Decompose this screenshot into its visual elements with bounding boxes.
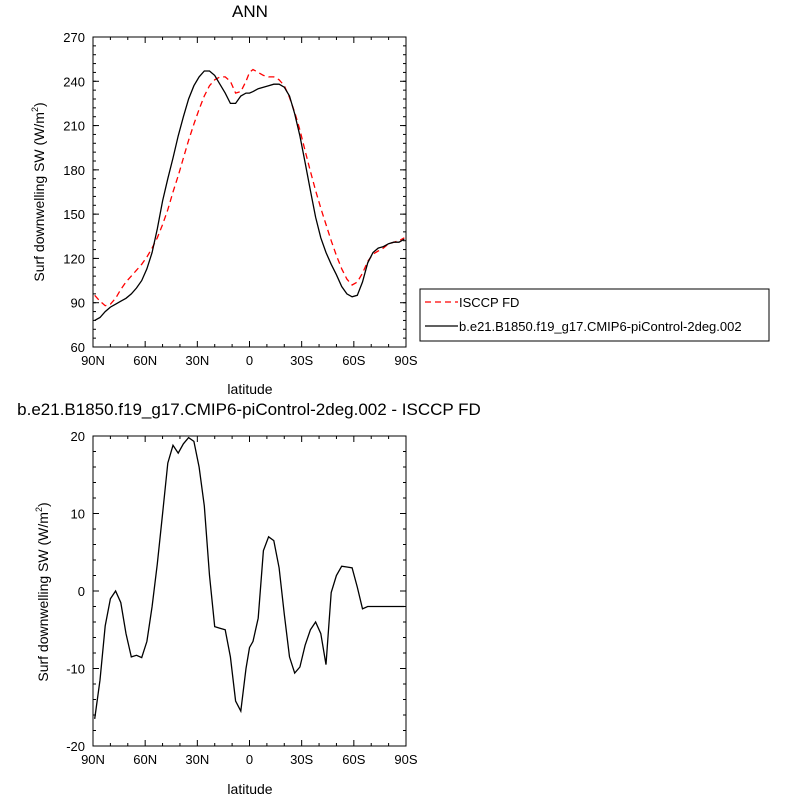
bottom-ytick-label: 20 (71, 429, 85, 444)
top-ytick-label: 210 (63, 119, 85, 134)
bottom-ytick-label: 0 (78, 584, 85, 599)
plot-frame-bottom (92, 435, 407, 747)
legend-label-isccp: ISCCP FD (459, 295, 519, 310)
y-axis-label-top-tail: ) (31, 102, 47, 107)
y-axis-label-top: Surf downwelling SW (W/m2) (30, 102, 47, 281)
y-axis-label-top-main: Surf downwelling SW (W/m (31, 112, 47, 282)
bottom-ytick-label: -10 (66, 662, 85, 677)
legend-label-model: b.e21.B1850.f19_g17.CMIP6-piControl-2deg… (459, 319, 742, 334)
bottom-xtick-label: 60N (133, 752, 157, 767)
y-axis-label-top-sup: 2 (30, 107, 40, 112)
top-xtick-label: 0 (246, 353, 253, 368)
y-axis-label-bottom-sup: 2 (34, 507, 44, 512)
top-ytick-label: 150 (63, 207, 85, 222)
chart-title-top: ANN (232, 2, 268, 21)
top-xtick-label: 60N (133, 353, 157, 368)
top-xtick-label: 30S (290, 353, 313, 368)
bottom-xtick-label: 60S (342, 752, 365, 767)
legend: ISCCP FD b.e21.B1850.f19_g17.CMIP6-piCon… (419, 288, 770, 342)
bottom-xtick-label: 30N (185, 752, 209, 767)
top-xtick-label: 60S (342, 353, 365, 368)
top-ytick-label: 60 (71, 340, 85, 355)
bottom-ytick-label: -20 (66, 739, 85, 754)
top-xtick-label: 30N (185, 353, 209, 368)
plot-frame-top (92, 36, 407, 348)
top-xtick-label: 90S (394, 353, 417, 368)
bottom-xtick-label: 0 (246, 752, 253, 767)
bottom-xtick-label: 30S (290, 752, 313, 767)
top-series-line-0 (94, 68, 405, 307)
y-axis-label-bottom-main: Surf downwelling SW (W/m (35, 512, 51, 682)
chart-title-bottom: b.e21.B1850.f19_g17.CMIP6-piControl-2deg… (17, 400, 481, 419)
panel-bottom-chart: b.e21.B1850.f19_g17.CMIP6-piControl-2deg… (17, 400, 481, 797)
y-axis-label-bottom: Surf downwelling SW (W/m2) (34, 502, 51, 681)
x-axis-label-top: latitude (227, 381, 272, 397)
bottom-xtick-label: 90N (81, 752, 105, 767)
bottom-series-line-0 (94, 436, 405, 719)
top-ytick-label: 90 (71, 296, 85, 311)
bottom-ytick-label: 10 (71, 507, 85, 522)
top-ytick-label: 240 (63, 74, 85, 89)
bottom-xtick-label: 90S (394, 752, 417, 767)
top-ytick-label: 120 (63, 251, 85, 266)
top-series-line-1 (94, 70, 405, 321)
legend-box (419, 288, 770, 342)
top-xtick-label: 90N (81, 353, 105, 368)
x-axis-label-bottom: latitude (227, 781, 272, 797)
top-ytick-label: 180 (63, 163, 85, 178)
y-axis-label-bottom-tail: ) (35, 502, 51, 507)
panel-top-chart: ANN 90N 60N 30N 0 30S 60S 90S 60 90 120 150 180 210… (30, 2, 418, 397)
top-ytick-label: 270 (63, 30, 85, 45)
